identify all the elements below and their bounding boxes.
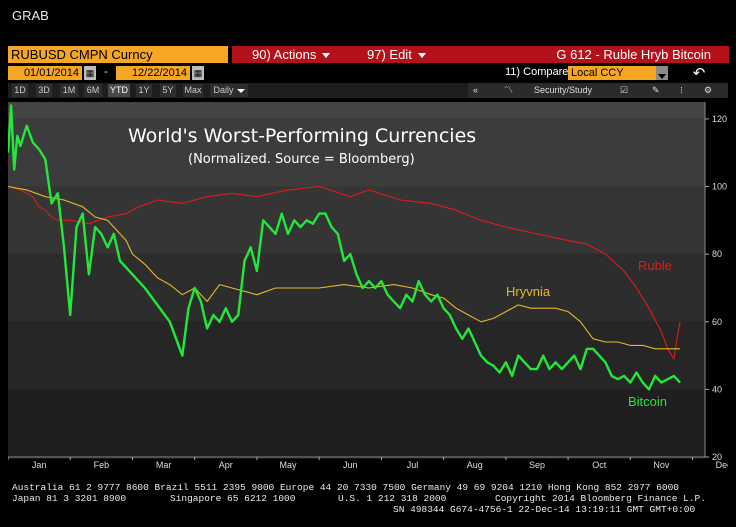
actions-label: 90) Actions (252, 47, 317, 62)
x-tick-label: Mar (156, 460, 172, 470)
x-tick-label: Dec (716, 460, 728, 470)
chevron-down-icon (417, 53, 426, 59)
chart-band (8, 186, 705, 255)
gear-icon[interactable]: ⚙ (704, 85, 713, 95)
series-line-hryvnia (8, 185, 681, 350)
chart-band (8, 102, 705, 119)
x-tick-label: Nov (653, 460, 670, 470)
x-tick-label: Jul (407, 460, 419, 470)
x-tick-label: Feb (94, 460, 110, 470)
compare-label: 11) Compare (505, 66, 569, 78)
ticker-field[interactable]: RUBUSD CMPN Curncy (8, 46, 228, 63)
chart-band (8, 457, 705, 459)
footer-us: U.S. 1 212 318 2000 (338, 493, 447, 504)
y-axis: 20 40 60 80 100 120 (704, 102, 727, 462)
scatter-icon[interactable]: ⁝ (680, 85, 683, 95)
x-tick-label: Jan (32, 460, 47, 470)
function-bar: 90) Actions 97) Edit G 612 - Ruble Hryb … (232, 46, 729, 63)
chart-title: World's Worst-Performing Currencies (128, 125, 476, 147)
view-name: G 612 - Ruble Hryb Bitcoin (556, 47, 711, 62)
chevron-down-icon[interactable] (656, 66, 668, 80)
line-chart-icon[interactable]: 〽 (504, 85, 514, 95)
y-tick-label: 100 (712, 182, 727, 192)
frequency-label: Daily (213, 85, 234, 95)
edit-label: 97) Edit (367, 47, 412, 62)
draw-pencil-icon[interactable]: ✎ (652, 85, 660, 95)
footer-copyright: Copyright 2014 Bloomberg Finance L.P. (495, 493, 706, 504)
y-tick-label: 40 (712, 384, 722, 394)
series-label-bitcoin: Bitcoin (628, 394, 667, 409)
back-arrow-icon[interactable]: ↶ (692, 65, 706, 82)
end-date-field[interactable]: 12/22/2014 (116, 66, 190, 80)
series-label-ruble: Ruble (638, 258, 672, 273)
date-separator: - (104, 64, 108, 78)
footer-japan: Japan 81 3 3201 8900 (12, 493, 127, 504)
tab-1m[interactable]: 1M (60, 84, 78, 97)
x-tick-label: Aug (467, 460, 483, 470)
actions-menu[interactable]: 90) Actions (252, 46, 331, 63)
x-tick-label: Oct (592, 460, 607, 470)
tab-6m[interactable]: 6M (84, 84, 102, 97)
y-tick-label: 60 (712, 317, 722, 327)
tab-5y[interactable]: 5Y (160, 84, 176, 97)
chevron-down-icon (322, 53, 331, 59)
y-tick-label: 120 (712, 114, 727, 124)
chart-subtitle: (Normalized. Source = Bloomberg) (188, 152, 415, 167)
calendar-icon[interactable]: ▦ (84, 66, 96, 80)
security-study-button[interactable]: Security/Study (534, 85, 593, 95)
start-date-field[interactable]: 01/01/2014 (8, 66, 82, 80)
chart-band (8, 118, 705, 187)
series-line-bitcoin (8, 104, 681, 391)
chart-band (8, 389, 705, 457)
collapse-icon[interactable]: « (473, 85, 479, 95)
tab-1y[interactable]: 1Y (136, 84, 152, 97)
x-tick-label: Jun (343, 460, 358, 470)
line-chart: 20 40 60 80 100 120 Jan Feb Mar Apr May Jun Jul Aug S… (8, 102, 728, 470)
x-axis: JanFebMarAprMayJunJulAugSepOctNovDec2014 (8, 456, 728, 470)
tab-1d[interactable]: 1D (12, 84, 28, 97)
x-tick-label: Sep (529, 460, 545, 470)
window-title: GRAB (12, 8, 49, 23)
series-label-hryvnia: Hryvnia (506, 284, 551, 299)
compare-select[interactable]: Local CCY (568, 66, 660, 80)
chart-band (8, 254, 705, 322)
y-tick-label: 20 (712, 452, 722, 462)
checkbox-icon[interactable]: ☑ (620, 85, 629, 95)
footer-session: SN 498344 G674-4756-1 22-Dec-14 13:19:11… (393, 504, 696, 515)
calendar-icon[interactable]: ▦ (192, 66, 204, 80)
edit-menu[interactable]: 97) Edit (367, 46, 426, 63)
frequency-select[interactable]: Daily (210, 84, 248, 97)
x-tick-label: Apr (219, 460, 233, 470)
tab-ytd[interactable]: YTD (108, 84, 130, 97)
chart-tools-bar: « 〽 Security/Study ☑ ✎ ⁝ ⚙ (468, 83, 728, 98)
footer-singapore: Singapore 65 6212 1000 (170, 493, 296, 504)
footer-contacts: Australia 61 2 9777 8600 Brazil 5511 239… (12, 482, 680, 493)
y-tick-label: 80 (712, 249, 722, 259)
tab-3d[interactable]: 3D (36, 84, 52, 97)
x-tick-label: May (280, 460, 298, 470)
tab-max[interactable]: Max (183, 84, 203, 97)
